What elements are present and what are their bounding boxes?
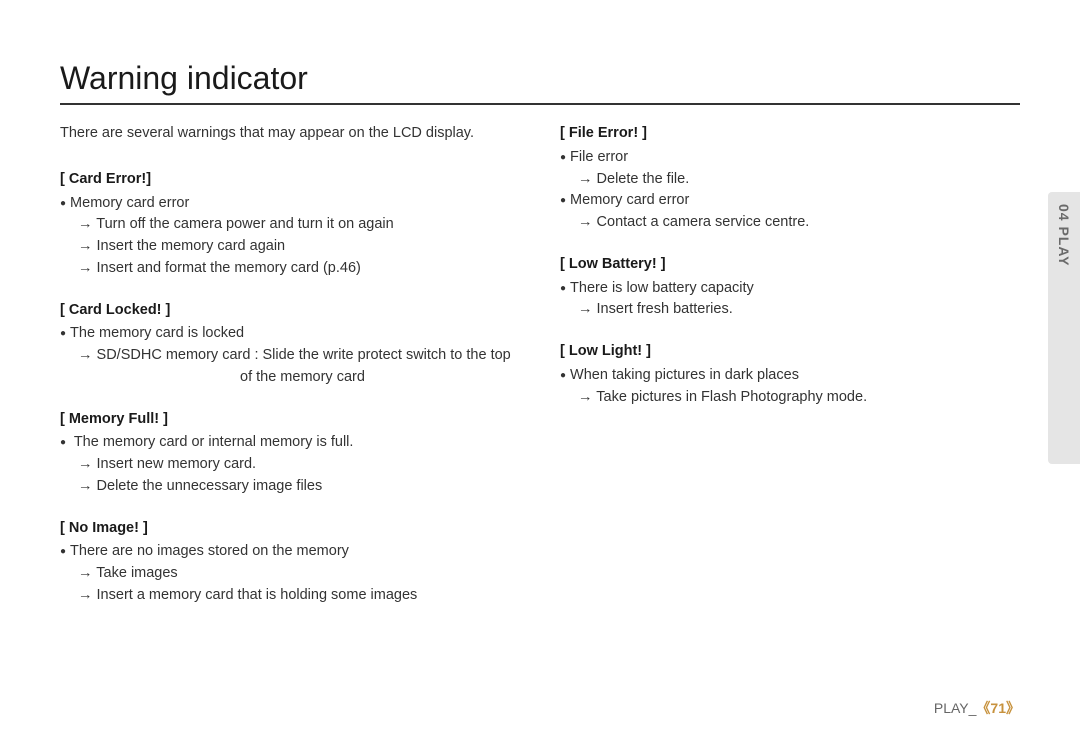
left-column: There are several warnings that may appe… bbox=[60, 123, 520, 627]
footer-label: PLAY_ bbox=[934, 700, 977, 716]
arrow-text: Delete the file. bbox=[560, 169, 1020, 191]
intro-text: There are several warnings that may appe… bbox=[60, 123, 520, 145]
bullet-text: There is low battery capacity bbox=[560, 278, 1020, 300]
arrow-text: Insert the memory card again bbox=[60, 236, 520, 258]
heading-file-error: [ File Error! ] bbox=[560, 123, 1020, 145]
section-low-battery: [ Low Battery! ] There is low battery ca… bbox=[560, 254, 1020, 321]
heading-low-battery: [ Low Battery! ] bbox=[560, 254, 1020, 276]
heading-card-locked: [ Card Locked! ] bbox=[60, 300, 520, 322]
arrow-text: Turn off the camera power and turn it on… bbox=[60, 214, 520, 236]
arrow-continuation: of the memory card bbox=[60, 367, 520, 389]
arrow-text: Delete the unnecessary image files bbox=[60, 476, 520, 498]
bullet-text: There are no images stored on the memory bbox=[60, 541, 520, 563]
heading-memory-full: [ Memory Full! ] bbox=[60, 409, 520, 431]
section-file-error: [ File Error! ] File error Delete the fi… bbox=[560, 123, 1020, 234]
arrow-text: Insert fresh batteries. bbox=[560, 299, 1020, 321]
bullet-text: The memory card or internal memory is fu… bbox=[60, 432, 520, 454]
page-footer: PLAY_《71》 bbox=[934, 698, 1020, 718]
arrow-text: Insert new memory card. bbox=[60, 454, 520, 476]
section-low-light: [ Low Light! ] When taking pictures in d… bbox=[560, 341, 1020, 408]
manual-page: Warning indicator There are several warn… bbox=[0, 0, 1080, 746]
chapter-tab-label: 04 PLAY bbox=[1056, 204, 1072, 267]
bullet-text: Memory card error bbox=[60, 193, 520, 215]
section-memory-full: [ Memory Full! ] The memory card or inte… bbox=[60, 409, 520, 498]
heading-card-error: [ Card Error!] bbox=[60, 169, 520, 191]
section-no-image: [ No Image! ] There are no images stored… bbox=[60, 518, 520, 607]
bullet-text: When taking pictures in dark places bbox=[560, 365, 1020, 387]
section-card-error: [ Card Error!] Memory card error Turn of… bbox=[60, 169, 520, 280]
bullet-text: Memory card error bbox=[560, 190, 1020, 212]
page-number: 《71》 bbox=[976, 700, 1020, 716]
heading-no-image: [ No Image! ] bbox=[60, 518, 520, 540]
right-column: [ File Error! ] File error Delete the fi… bbox=[560, 123, 1020, 627]
heading-low-light: [ Low Light! ] bbox=[560, 341, 1020, 363]
bullet-text: The memory card is locked bbox=[60, 323, 520, 345]
content-columns: There are several warnings that may appe… bbox=[60, 123, 1020, 627]
arrow-text: Take images bbox=[60, 563, 520, 585]
page-title: Warning indicator bbox=[60, 60, 1020, 105]
bullet-text: File error bbox=[560, 147, 1020, 169]
section-card-locked: [ Card Locked! ] The memory card is lock… bbox=[60, 300, 520, 389]
arrow-text: Take pictures in Flash Photography mode. bbox=[560, 387, 1020, 409]
arrow-text: Insert a memory card that is holding som… bbox=[60, 585, 520, 607]
arrow-text: Contact a camera service centre. bbox=[560, 212, 1020, 234]
arrow-text: Insert and format the memory card (p.46) bbox=[60, 258, 520, 280]
chapter-tab: 04 PLAY bbox=[1048, 192, 1080, 464]
arrow-text: SD/SDHC memory card : Slide the write pr… bbox=[60, 345, 520, 367]
